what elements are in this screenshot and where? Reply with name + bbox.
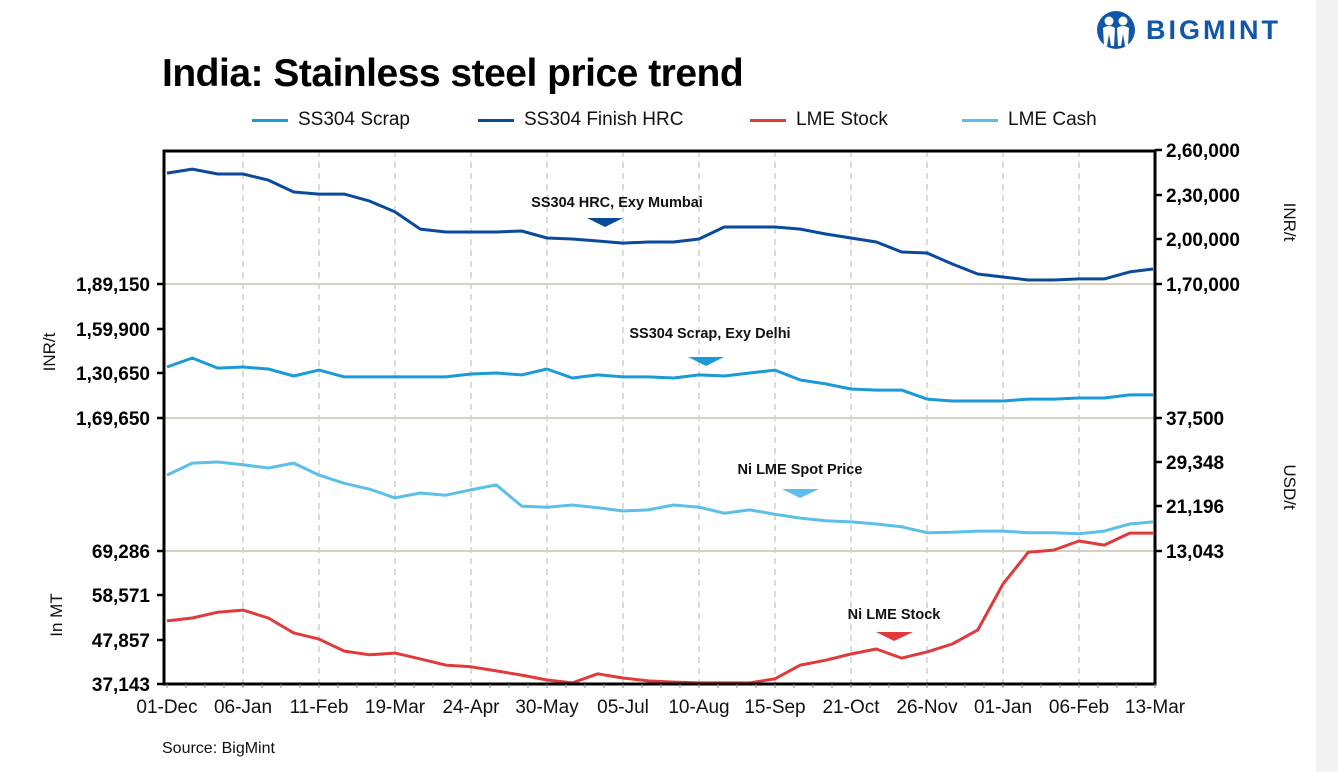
legend-swatch [750, 118, 786, 122]
legend-item-lme-cash: LME Cash [962, 109, 1097, 131]
left-axis-label-inr: INR/t [40, 332, 59, 371]
right-axis-label-usd: USD/t [1280, 464, 1299, 510]
legend-label: SS304 Scrap [298, 109, 410, 130]
left-y-tick-label: 47,857 [92, 631, 150, 652]
annotation-scrap-marker [688, 357, 724, 366]
chart-title: India: Stainless steel price trend [162, 52, 744, 95]
brand-name: BIGMINT [1146, 14, 1281, 45]
legend-label: LME Stock [796, 109, 888, 130]
x-tick-label: 06-Jan [214, 697, 272, 718]
x-tick-label: 19-Mar [365, 697, 426, 718]
left-y-tick-label: 37,143 [92, 675, 150, 696]
legend-item-ss304-scrap: SS304 Scrap [252, 109, 410, 131]
series-lines [166, 167, 1154, 685]
legend-item-lme-stock: LME Stock [750, 109, 888, 131]
x-tick-label: 26-Nov [896, 697, 958, 718]
x-tick-label: 30-May [515, 697, 579, 718]
annotation-cash: Ni LME Spot Price [738, 462, 863, 478]
annotation-stock-marker [876, 632, 913, 641]
bigmint-logo: BIGMINT [1094, 10, 1281, 50]
legend-label: LME Cash [1008, 109, 1097, 130]
left-y-tick-label: 1,89,150 [76, 275, 150, 296]
left-y-tick-label: 58,571 [92, 586, 151, 607]
x-tick-label: 05-Jul [597, 697, 649, 718]
right-y-tick-label: 2,60,000 [1166, 141, 1240, 162]
x-tick-label: 10-Aug [668, 697, 729, 718]
legend-item-ss304-hrc: SS304 Finish HRC [478, 109, 683, 131]
left-y-tick-label: 1,30,650 [76, 364, 150, 385]
annotation-scrap: SS304 Scrap, Exy Delhi [629, 326, 790, 342]
x-tick-label: 01-Dec [136, 697, 197, 718]
x-tick-label: 24-Apr [442, 697, 500, 718]
right-y-tick-label: 13,043 [1166, 542, 1224, 563]
right-y-tick-label: 2,30,000 [1166, 186, 1240, 207]
annotation-stock: Ni LME Stock [848, 607, 942, 623]
annotation-hrc: SS304 HRC, Exy Mumbai [531, 195, 703, 211]
legend-swatch [252, 118, 288, 122]
right-y-tick-label: 29,348 [1166, 453, 1224, 474]
right-y-tick-label: 21,196 [1166, 497, 1224, 518]
x-tick-label: 11-Feb [290, 697, 349, 718]
legend: SS304 Scrap SS304 Finish HRC LME Stock L… [0, 109, 1338, 133]
x-tick-label: 21-Oct [822, 697, 880, 718]
legend-label: SS304 Finish HRC [524, 109, 684, 130]
right-y-tick-label: 37,500 [1166, 409, 1224, 430]
right-y-tick-label: 2,00,000 [1166, 230, 1240, 251]
left-y-tick-label: 1,59,900 [76, 320, 150, 341]
x-tick-label: 15-Sep [744, 697, 805, 718]
annotation-hrc-marker [587, 218, 623, 227]
legend-swatch [962, 118, 998, 122]
grid [164, 151, 1155, 684]
x-tick-label: 01-Jan [974, 697, 1032, 718]
ss304-scrap-line [166, 356, 1153, 403]
left-axis-label-mt: In MT [47, 593, 66, 636]
right-margin-strip [1316, 0, 1338, 772]
axis-ticks: 01-Dec 06-Jan 11-Feb 19-Mar 24-Apr 30-May 05-J… [76, 141, 1240, 718]
lme-stock-line [166, 531, 1153, 685]
left-y-tick-label: 1,69,650 [76, 409, 150, 430]
x-tick-label: 13-Mar [1125, 697, 1186, 718]
source-note: Source: BigMint [162, 740, 275, 757]
left-y-tick-label: 69,286 [92, 542, 150, 563]
legend-swatch [478, 118, 514, 122]
right-axis-label-inr: INR/t [1280, 203, 1299, 242]
people-logo-icon [1097, 11, 1135, 49]
annotation-cash-marker [782, 489, 819, 498]
x-tick-label: 06-Feb [1049, 697, 1109, 718]
right-y-tick-label: 1,70,000 [1166, 275, 1240, 296]
lme-cash-line [166, 460, 1154, 536]
ss304-hrc-line [166, 167, 1154, 282]
